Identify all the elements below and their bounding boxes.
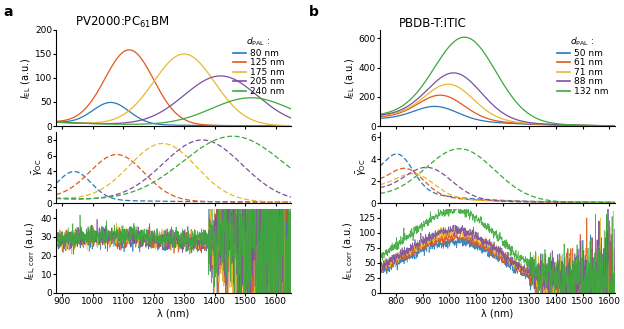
Y-axis label: $I_{\mathrm{EL,corr}}$ (a.u.): $I_{\mathrm{EL,corr}}$ (a.u.) xyxy=(24,222,39,280)
Text: PV2000:PC$_{61}$BM: PV2000:PC$_{61}$BM xyxy=(75,14,169,30)
Y-axis label: $\bar{\gamma}_{\mathrm{OC}}$: $\bar{\gamma}_{\mathrm{OC}}$ xyxy=(354,159,369,176)
Text: a: a xyxy=(3,5,12,19)
Text: b: b xyxy=(309,5,319,19)
Y-axis label: $I_{\mathrm{EL,corr}}$ (a.u.): $I_{\mathrm{EL,corr}}$ (a.u.) xyxy=(342,222,357,280)
Y-axis label: $\bar{\gamma}_{\mathrm{OC}}$: $\bar{\gamma}_{\mathrm{OC}}$ xyxy=(31,159,45,176)
Legend: 50 nm, 61 nm, 71 nm, 88 nm, 132 nm: 50 nm, 61 nm, 71 nm, 88 nm, 132 nm xyxy=(555,34,610,97)
X-axis label: λ (nm): λ (nm) xyxy=(481,309,514,319)
Y-axis label: $I_{\mathrm{EL}}$ (a.u.): $I_{\mathrm{EL}}$ (a.u.) xyxy=(344,57,357,99)
Y-axis label: $I_{\mathrm{EL}}$ (a.u.): $I_{\mathrm{EL}}$ (a.u.) xyxy=(20,57,33,99)
Legend: 80 nm, 125 nm, 175 nm, 205 nm, 240 nm: 80 nm, 125 nm, 175 nm, 205 nm, 240 nm xyxy=(231,34,286,97)
X-axis label: λ (nm): λ (nm) xyxy=(157,309,190,319)
Text: PBDB-T:ITIC: PBDB-T:ITIC xyxy=(399,16,467,30)
